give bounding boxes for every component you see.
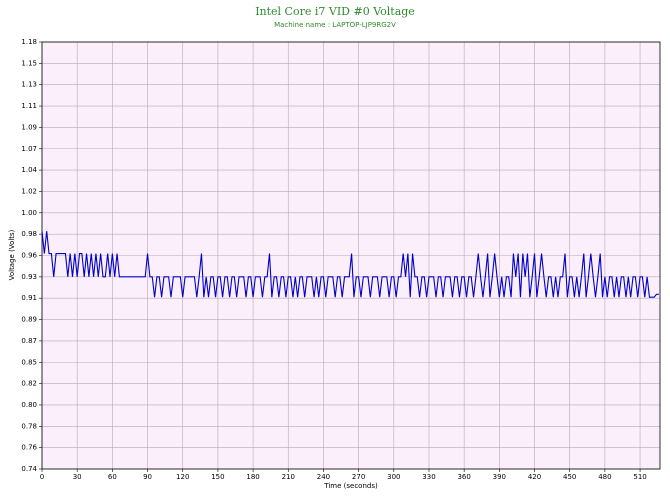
y-tick-label: 1.07	[21, 145, 37, 153]
y-tick-label: 0.93	[21, 273, 37, 281]
x-tick-label: 510	[633, 473, 646, 481]
y-tick-label: 1.11	[21, 102, 37, 110]
x-axis-label: Time (seconds)	[323, 482, 378, 490]
y-tick-label: 1.02	[21, 187, 37, 195]
x-tick-label: 420	[528, 473, 541, 481]
x-tick-label: 210	[282, 473, 295, 481]
y-tick-label: 0.82	[21, 380, 37, 388]
y-axis-label: Voltage (Volts)	[8, 229, 16, 280]
x-tick-label: 180	[246, 473, 259, 481]
y-tick-label: 0.91	[21, 294, 37, 302]
y-tick-label: 0.85	[21, 358, 37, 366]
y-tick-label: 1.13	[21, 81, 37, 89]
y-tick-label: 0.96	[21, 252, 37, 260]
x-tick-label: 300	[387, 473, 400, 481]
y-tick-label: 0.87	[21, 337, 37, 345]
x-tick-label: 270	[352, 473, 365, 481]
x-tick-label: 390	[493, 473, 506, 481]
x-tick-label: 330	[422, 473, 435, 481]
y-tick-label: 0.76	[21, 444, 37, 452]
y-tick-label: 0.98	[21, 230, 37, 238]
chart-title: Intel Core i7 VID #0 Voltage	[255, 5, 415, 18]
x-tick-label: 90	[143, 473, 152, 481]
x-tick-label: 360	[457, 473, 470, 481]
y-tick-label: 0.74	[21, 465, 37, 473]
y-tick-label: 1.09	[21, 123, 37, 131]
y-tick-label: 1.00	[21, 209, 37, 217]
y-tick-label: 1.18	[21, 38, 37, 46]
chart-subtitle: Machine name : LAPTOP-LJP9RG2V	[274, 21, 396, 29]
x-tick-label: 30	[73, 473, 82, 481]
x-tick-label: 0	[40, 473, 44, 481]
y-tick-label: 1.15	[21, 59, 37, 67]
y-tick-label: 0.80	[21, 401, 37, 409]
y-tick-label: 1.04	[21, 166, 37, 174]
x-tick-label: 240	[317, 473, 330, 481]
x-tick-label: 120	[176, 473, 189, 481]
x-tick-label: 480	[598, 473, 611, 481]
x-tick-label: 150	[211, 473, 224, 481]
y-tick-label: 0.78	[21, 422, 37, 430]
data-line	[41, 231, 659, 298]
x-tick-label: 450	[563, 473, 576, 481]
x-tick-label: 60	[108, 473, 117, 481]
plot-frame	[41, 41, 661, 470]
y-tick-label: 0.89	[21, 316, 37, 324]
